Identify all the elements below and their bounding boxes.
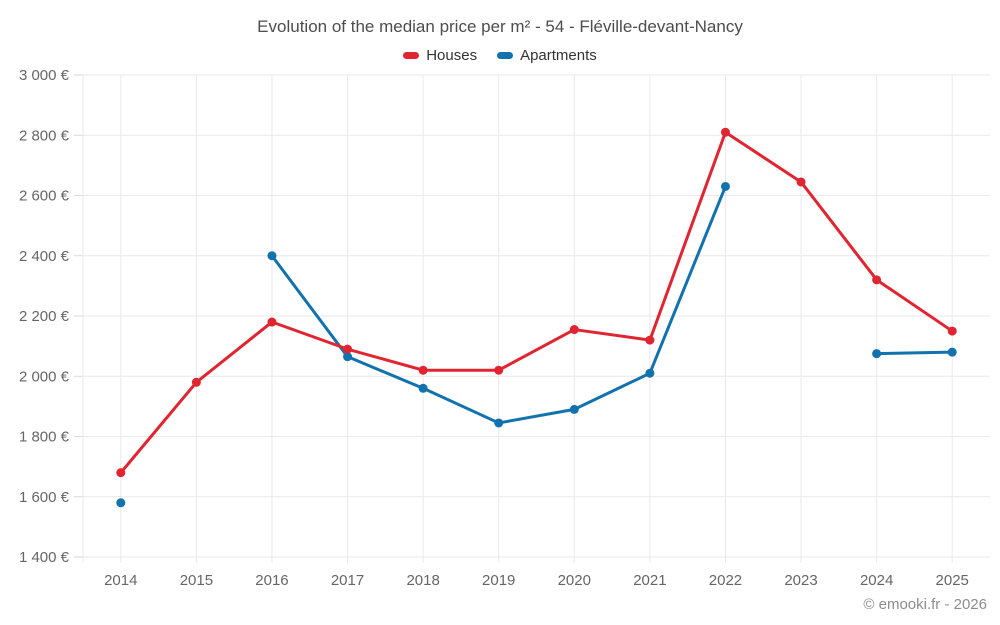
- houses-point-2024[interactable]: [872, 275, 882, 285]
- apartments-point-2014[interactable]: [116, 498, 126, 508]
- apartments-point-2016[interactable]: [267, 251, 277, 261]
- legend-label: Houses: [426, 47, 478, 64]
- x-axis-label: 2025: [936, 572, 969, 589]
- houses-point-2023[interactable]: [796, 177, 806, 187]
- legend: Houses Apartments: [0, 47, 1000, 64]
- houses-line: [119, 130, 954, 475]
- y-axis-label: 2 400 €: [19, 248, 70, 265]
- legend-label: Apartments: [520, 47, 597, 64]
- apartments-point-2022[interactable]: [720, 181, 730, 191]
- apartments-point-2025[interactable]: [947, 347, 957, 357]
- x-axis-label: 2022: [709, 572, 742, 589]
- chart-title: Evolution of the median price per m² - 5…: [257, 17, 743, 36]
- houses-point-2020[interactable]: [569, 325, 579, 335]
- houses-point-2015[interactable]: [191, 377, 201, 387]
- x-axis-label: 2017: [331, 572, 364, 589]
- x-axis-label: 2015: [180, 572, 213, 589]
- houses-point-2021[interactable]: [645, 335, 655, 345]
- y-axis-label: 2 000 €: [19, 368, 70, 385]
- y-axis-label: 1 600 €: [19, 489, 70, 506]
- x-axis-label: 2016: [255, 572, 288, 589]
- legend-item-apartments[interactable]: Apartments: [497, 47, 597, 64]
- apartments-point-2019[interactable]: [494, 418, 504, 428]
- y-axis-label: 3 000 €: [19, 67, 70, 84]
- y-axis-label: 2 800 €: [19, 127, 70, 144]
- houses-legend-swatch-icon: [403, 52, 420, 59]
- y-axis-label: 2 600 €: [19, 188, 70, 205]
- apartments-point-2021[interactable]: [645, 368, 655, 378]
- houses-point-2018[interactable]: [418, 365, 428, 375]
- houses-point-2017[interactable]: [343, 344, 353, 354]
- x-axis-label: 2014: [104, 572, 137, 589]
- series-apartments: [116, 181, 957, 508]
- houses-point-2022[interactable]: [720, 127, 730, 137]
- x-axis-label: 2019: [482, 572, 515, 589]
- x-axis-label: 2023: [784, 572, 817, 589]
- x-axis-label: 2024: [860, 572, 893, 589]
- houses-point-2014[interactable]: [116, 468, 126, 478]
- apartments-point-2018[interactable]: [418, 383, 428, 393]
- apartments-point-2024[interactable]: [872, 349, 882, 359]
- houses-point-2025[interactable]: [947, 326, 957, 336]
- x-axis-label: 2021: [633, 572, 666, 589]
- watermark: © emooki.fr - 2026: [863, 596, 987, 613]
- x-axis-label: 2018: [406, 572, 439, 589]
- y-axis-label: 2 200 €: [19, 308, 70, 325]
- houses-point-2016[interactable]: [267, 317, 277, 327]
- series-houses: [116, 127, 957, 478]
- apartments-point-2020[interactable]: [569, 404, 579, 414]
- apartments-point-2017[interactable]: [343, 352, 353, 362]
- legend-item-houses[interactable]: Houses: [403, 47, 477, 64]
- y-axis-label: 1 800 €: [19, 429, 70, 446]
- y-axis-label: 1 400 €: [19, 549, 70, 566]
- apartments-legend-swatch-icon: [497, 52, 514, 59]
- houses-point-2019[interactable]: [494, 365, 504, 375]
- x-axis-label: 2020: [558, 572, 591, 589]
- apartments-line: [875, 350, 954, 356]
